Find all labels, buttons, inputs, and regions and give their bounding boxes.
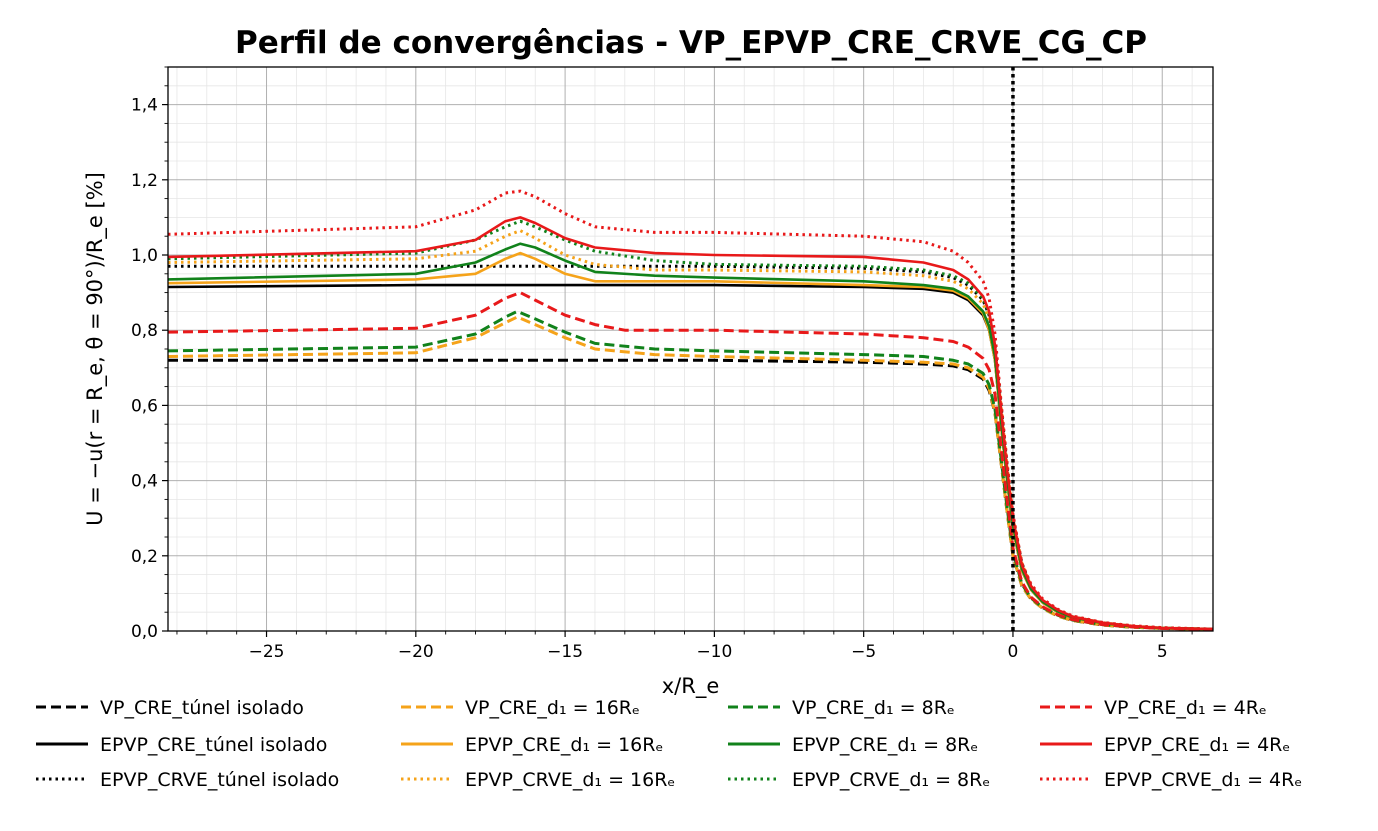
- y-tick-label: 0,2: [131, 547, 158, 567]
- legend-label: VP_CRE_d₁ = 4Rₑ: [1104, 697, 1267, 719]
- series-line-12: [167, 189, 1214, 631]
- axis-ticks: [162, 66, 1193, 637]
- x-tick-label: 5: [1157, 642, 1168, 662]
- legend-label: EPVP_CRE_d₁ = 8Rₑ: [792, 734, 978, 756]
- legend-label: EPVP_CRE_d₁ = 4Rₑ: [1104, 734, 1290, 756]
- series-layer: [167, 189, 1214, 631]
- y-tick-label: 0,4: [131, 472, 158, 492]
- legend: VP_CRE_túnel isolado EPVP_CRE_túnel isola…: [36, 697, 1302, 791]
- legend-label: EPVP_CRE_d₁ = 16Rₑ: [465, 734, 663, 756]
- legend-label: EPVP_CRVE_d₁ = 16Rₑ: [465, 769, 675, 791]
- y-tick-label: 1,4: [131, 96, 158, 116]
- legend-label: EPVP_CRVE_d₁ = 4Rₑ: [1104, 769, 1302, 791]
- series-line-4: [167, 315, 1214, 631]
- x-tick-label: −10: [696, 642, 732, 662]
- legend-label: EPVP_CRVE_d₁ = 8Rₑ: [792, 769, 990, 791]
- series-line-6: [167, 229, 1214, 631]
- legend-label: VP_CRE_d₁ = 16Rₑ: [465, 697, 640, 719]
- series-line-1: [168, 358, 1214, 631]
- series-line-10: [167, 291, 1214, 631]
- series-line-8: [167, 242, 1214, 631]
- y-tick-label: 1,0: [131, 246, 158, 266]
- x-tick-label: 0: [1008, 642, 1019, 662]
- series-line-2: [167, 283, 1214, 631]
- axis-tick-labels: −25 −20 −15 −10 −5 0 5 0,0 0,2 0,4 0,6 0,8 1,0 1,2 1,4: [131, 96, 1168, 662]
- x-tick-label: −5: [851, 642, 876, 662]
- y-tick-label: 0,8: [131, 321, 158, 341]
- legend-label: EPVP_CRE_túnel isolado: [100, 734, 327, 756]
- y-tick-label: 1,2: [131, 171, 158, 191]
- y-tick-label: 0,6: [131, 396, 158, 416]
- y-tick-label: 0,0: [131, 622, 158, 642]
- legend-label: VP_CRE_túnel isolado: [100, 697, 304, 719]
- x-tick-label: −20: [398, 642, 434, 662]
- x-tick-label: −25: [249, 642, 285, 662]
- legend-label: VP_CRE_d₁ = 8Rₑ: [792, 697, 955, 719]
- legend-label: EPVP_CRVE_túnel isolado: [100, 769, 339, 791]
- x-tick-label: −15: [547, 642, 583, 662]
- x-axis-label: x/R_e: [662, 674, 720, 699]
- series-line-11: [167, 216, 1214, 631]
- y-axis-label: U = −u(r = R_e, θ = 90°)/R_e [%]: [83, 172, 108, 526]
- chart-title: Perfil de convergências - VP_EPVP_CRE_CR…: [235, 25, 1147, 61]
- series-line-5: [167, 251, 1214, 631]
